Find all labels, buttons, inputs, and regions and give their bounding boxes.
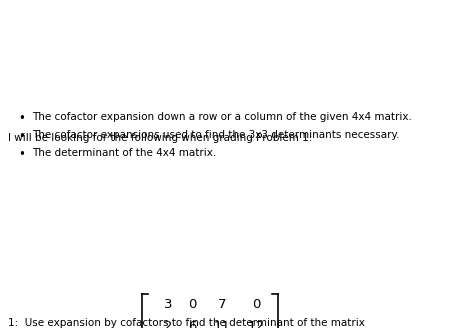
Text: 0: 0 bbox=[252, 298, 260, 311]
Text: 0: 0 bbox=[188, 298, 196, 311]
Text: 3: 3 bbox=[164, 298, 172, 311]
Text: The cofactor expansion down a row or a column of the given 4x4 matrix.: The cofactor expansion down a row or a c… bbox=[32, 112, 412, 122]
Text: 6: 6 bbox=[188, 320, 196, 328]
Text: 1:  Use expansion by cofactors to find the determinant of the matrix: 1: Use expansion by cofactors to find th… bbox=[8, 318, 365, 328]
Text: 2: 2 bbox=[164, 320, 172, 328]
Text: 11: 11 bbox=[213, 320, 230, 328]
Text: •: • bbox=[18, 130, 26, 143]
Text: 7: 7 bbox=[218, 298, 226, 311]
Text: The cofactor expansions used to find the 3x3 determinants necessary.: The cofactor expansions used to find the… bbox=[32, 130, 400, 140]
Text: •: • bbox=[18, 112, 26, 125]
Text: I will be looking for the following when grading Problem 1:: I will be looking for the following when… bbox=[8, 133, 312, 143]
Text: 12: 12 bbox=[247, 320, 264, 328]
Text: •: • bbox=[18, 148, 26, 161]
Text: The determinant of the 4x4 matrix.: The determinant of the 4x4 matrix. bbox=[32, 148, 216, 158]
